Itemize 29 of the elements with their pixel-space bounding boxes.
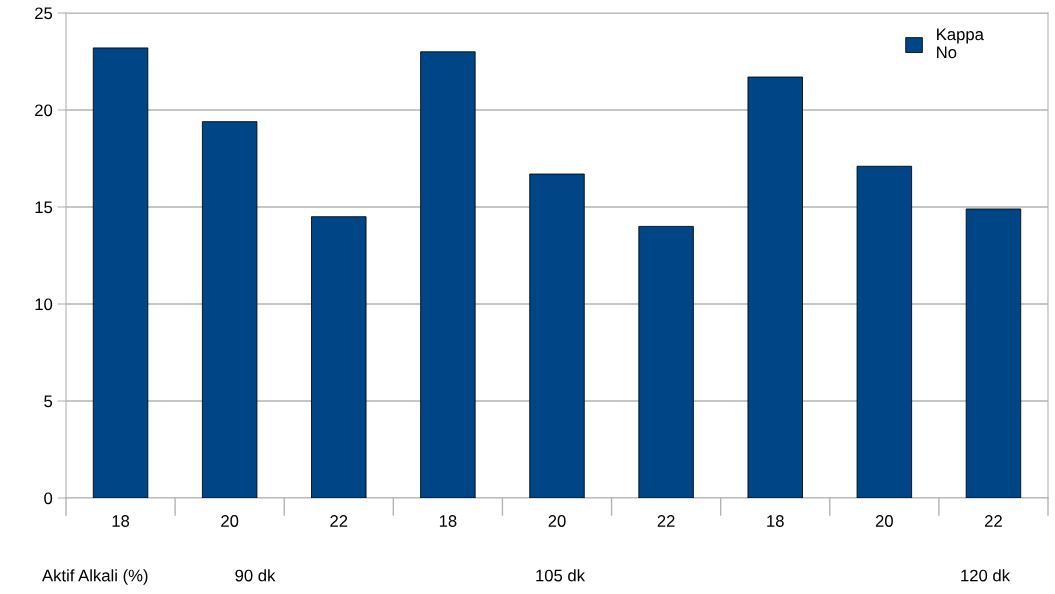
y-tick-label: 20 bbox=[35, 104, 53, 117]
x-tick-label: 20 bbox=[548, 515, 566, 527]
bar bbox=[420, 51, 476, 498]
bar bbox=[747, 76, 803, 498]
x-axis-title: Aktif Alkali (%) bbox=[42, 569, 148, 585]
x-tick-label: 22 bbox=[330, 515, 348, 527]
y-tick-label: 5 bbox=[44, 395, 53, 408]
x-tick-label: 18 bbox=[767, 515, 784, 527]
bar bbox=[201, 121, 258, 498]
text: 105 dk bbox=[536, 569, 586, 582]
bar bbox=[92, 47, 149, 498]
bar bbox=[529, 173, 585, 498]
text: 90 dk bbox=[235, 569, 276, 582]
x-tick-label: 18 bbox=[112, 515, 130, 527]
x-tick-label: 18 bbox=[439, 515, 457, 527]
x-tick-label: 22 bbox=[657, 515, 675, 527]
x-tick-label: 22 bbox=[985, 515, 1002, 527]
y-tick-label: 25 bbox=[35, 7, 53, 20]
y-tick-label: 15 bbox=[35, 201, 53, 214]
x-tick-label: 20 bbox=[875, 515, 893, 527]
bar bbox=[856, 165, 913, 498]
legend-label: Kappa No bbox=[937, 28, 984, 59]
bar bbox=[638, 225, 694, 498]
y-tick-label: 0 bbox=[44, 492, 53, 505]
y-tick-label: 10 bbox=[35, 298, 53, 311]
x-tick-label: 20 bbox=[221, 515, 239, 527]
text: 120 dk bbox=[961, 569, 1011, 582]
bar bbox=[965, 208, 1022, 498]
bar bbox=[311, 216, 367, 498]
